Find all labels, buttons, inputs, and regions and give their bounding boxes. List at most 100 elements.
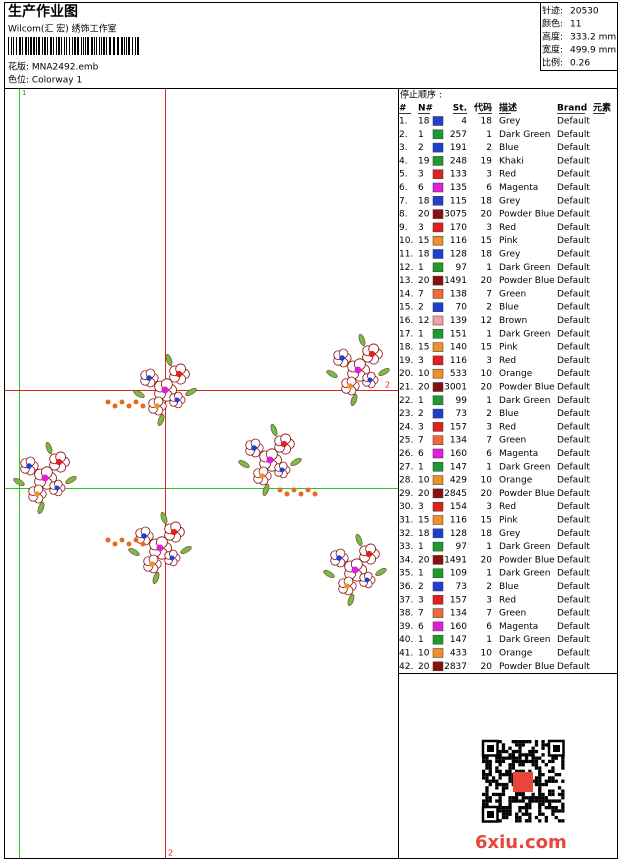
- brand: Default: [557, 436, 590, 446]
- code: 7: [486, 436, 492, 446]
- info-label: 宽度:: [542, 44, 563, 56]
- leaf: [262, 484, 270, 496]
- needle: 1: [418, 396, 424, 406]
- qr-module: [485, 759, 489, 764]
- qr-module: [541, 743, 545, 747]
- qr-module: [538, 779, 542, 783]
- row-number: 18.: [399, 343, 413, 353]
- info-value: 20530: [570, 7, 599, 17]
- qr-module: [498, 769, 502, 773]
- bar: [94, 37, 95, 55]
- bar: [85, 37, 86, 55]
- bud: [112, 403, 118, 409]
- stitches: 97: [456, 542, 467, 552]
- qr-module: [515, 792, 519, 797]
- row-number: 9.: [399, 223, 408, 233]
- bud: [105, 399, 111, 405]
- qr-module: [488, 766, 492, 770]
- bar: [87, 37, 89, 55]
- flower-center: [149, 561, 155, 567]
- color-swatch: [432, 275, 444, 286]
- qr-module: [524, 759, 529, 764]
- bar: [50, 37, 52, 55]
- qr-module: [515, 769, 519, 773]
- leaf: [238, 460, 250, 468]
- qr-module: [538, 769, 542, 773]
- qr-module: [521, 759, 525, 764]
- qr-module: [482, 756, 486, 760]
- flower-center: [259, 473, 265, 479]
- needle: 20: [418, 210, 430, 220]
- bar: [8, 37, 9, 55]
- qr-module: [534, 743, 539, 747]
- needle: 15: [418, 236, 429, 246]
- info-label: 针迹:: [542, 5, 563, 17]
- qr-module: [554, 799, 558, 803]
- qr-module: [501, 782, 506, 787]
- qr-module: [515, 796, 519, 800]
- guide-label: 2: [385, 381, 390, 390]
- color-swatch: [432, 568, 444, 578]
- bar: [91, 37, 93, 55]
- description: Green: [499, 436, 526, 446]
- brand: Default: [557, 422, 590, 432]
- leaf: [157, 414, 165, 426]
- guide-label: 2: [168, 849, 173, 858]
- qr-module: [515, 815, 519, 820]
- qr-module: [485, 789, 489, 793]
- row-number: 30.: [399, 502, 413, 512]
- flower-center: [347, 383, 353, 389]
- code: 7: [486, 609, 492, 619]
- qr-module: [488, 769, 492, 773]
- color-swatch: [432, 235, 444, 246]
- bar: [74, 37, 76, 55]
- qr-module: [515, 740, 519, 744]
- color-swatch: [432, 581, 444, 592]
- stitches: 147: [450, 462, 467, 472]
- color-swatch: [432, 169, 444, 179]
- stitches: 533: [450, 369, 467, 379]
- info-label: 比例:: [542, 57, 563, 69]
- bar: [36, 37, 37, 55]
- bar: [56, 37, 57, 55]
- qr-module: [557, 786, 562, 790]
- color-swatch: [432, 249, 444, 259]
- qr-module: [505, 806, 509, 810]
- qr-module: [531, 756, 535, 760]
- qr-module: [505, 749, 509, 754]
- bud: [112, 541, 118, 547]
- flower-center: [174, 397, 180, 403]
- row-number: 32.: [399, 529, 413, 539]
- qr-module: [498, 756, 502, 760]
- qr-module: [511, 766, 515, 770]
- leaf: [270, 424, 278, 436]
- row-number: 8.: [399, 210, 408, 220]
- leaf: [180, 546, 192, 554]
- row-number: 21.: [399, 383, 413, 393]
- color-swatch: [432, 355, 444, 366]
- qr-module: [541, 773, 545, 777]
- qr-module: [518, 759, 522, 764]
- needle: 1: [418, 130, 424, 140]
- qr-module: [482, 773, 486, 777]
- qr-module: [551, 809, 555, 813]
- row-number: 38.: [399, 609, 413, 619]
- bud: [133, 399, 139, 405]
- qr-module: [521, 753, 525, 757]
- column-header: 元素: [593, 102, 611, 114]
- row-number: 1.: [399, 117, 408, 127]
- qr-module: [521, 743, 525, 747]
- qr-module: [508, 806, 512, 810]
- row-number: 3.: [399, 143, 408, 153]
- qr-module: [538, 766, 542, 770]
- color-swatch: [432, 555, 444, 565]
- color-swatch: [432, 302, 444, 312]
- code: 18: [481, 117, 493, 127]
- leaf: [185, 388, 197, 396]
- bar: [30, 37, 32, 55]
- brand: Default: [557, 130, 590, 140]
- bar: [113, 37, 115, 55]
- qr-module: [498, 796, 502, 800]
- stitches: 115: [450, 196, 467, 206]
- qr-module: [482, 776, 486, 780]
